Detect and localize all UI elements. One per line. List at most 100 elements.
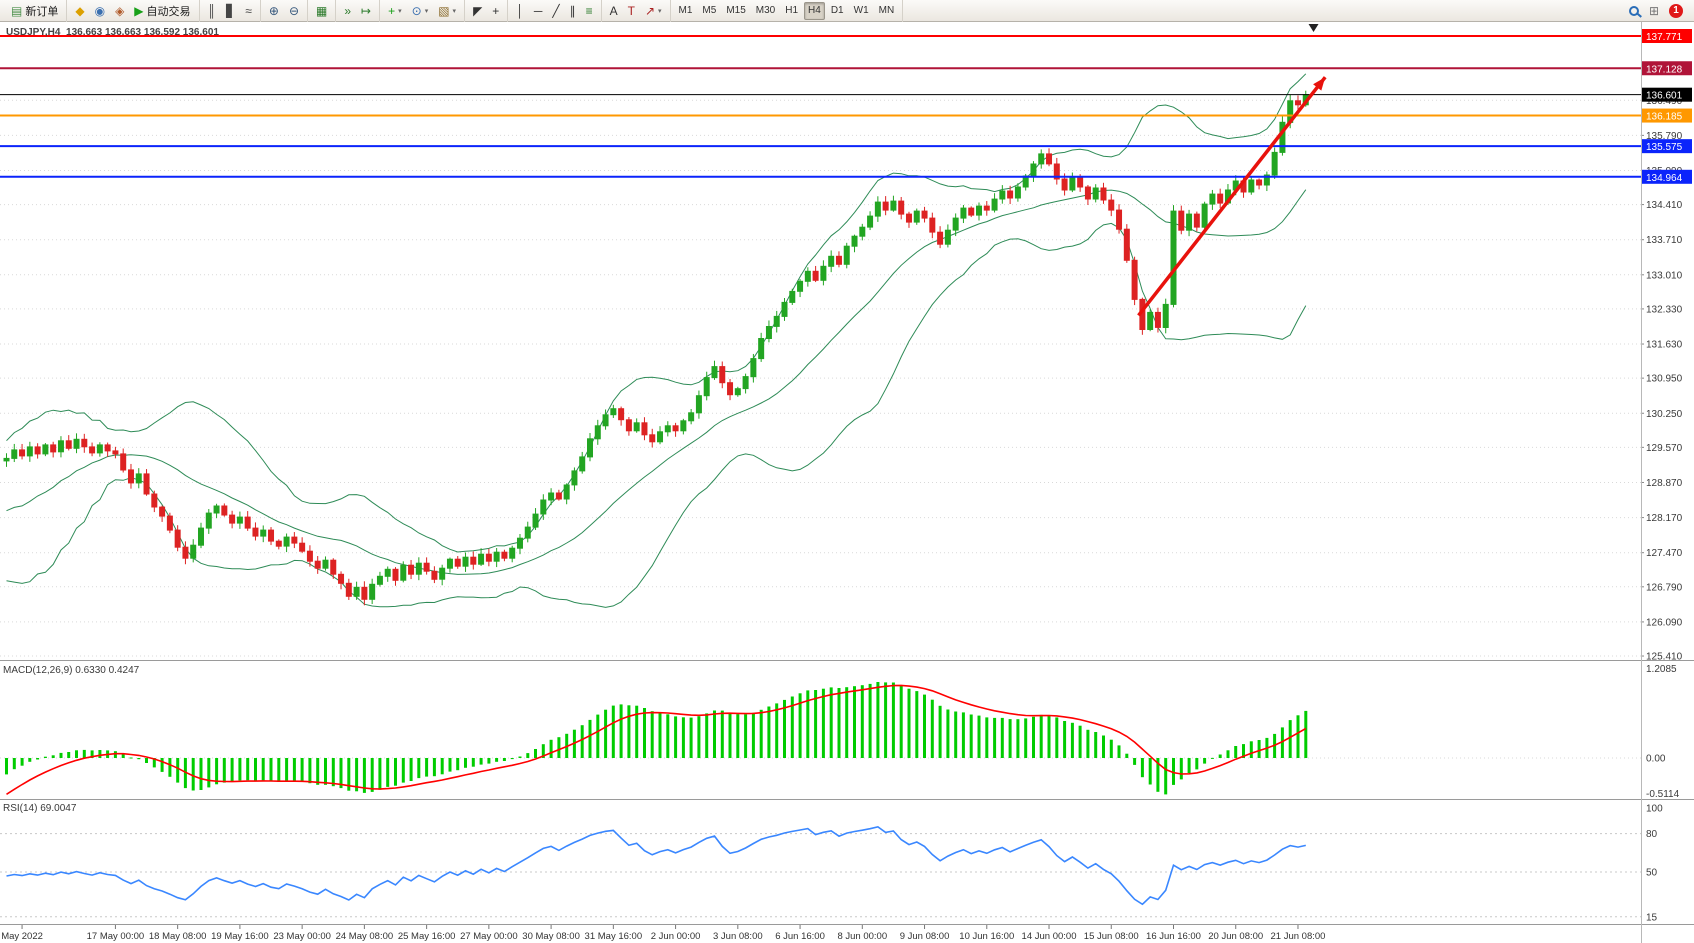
candle [1256,179,1263,186]
macd-histogram-bar [246,758,250,781]
macd-histogram-bar [1148,758,1152,785]
market-button[interactable]: ◈ [111,2,128,20]
macd-histogram-bar [1288,720,1292,758]
candle [524,526,531,539]
templates-button[interactable]: ▧ ▾ [434,2,460,20]
macd-histogram-bar [1047,715,1051,758]
price-axis-label: 129.570 [1646,443,1683,454]
auto-scroll-button[interactable]: » [340,2,355,20]
macd-histogram-bar [456,758,460,771]
tf-mn-button[interactable]: MN [875,2,899,20]
macd-histogram-bar [969,714,973,758]
candle [1271,151,1278,176]
crosshair-button[interactable]: + [488,2,503,20]
macd-histogram-bar [518,756,522,758]
macd-histogram-bar [160,758,164,772]
search-button[interactable] [1625,2,1643,20]
indicators-button[interactable]: + ▾ [384,2,406,20]
macd-histogram-bar [230,758,234,782]
candle [446,558,453,569]
autotrading-button[interactable]: ▶ 自动交易 [130,2,194,20]
price-hline-label: 137.771 [1646,32,1683,43]
candle [1154,311,1161,328]
trendline-button[interactable]: ╱ [548,2,563,20]
tf-m1-button[interactable]: M1 [675,2,697,20]
candlestick-chart-button[interactable]: ▋ [222,2,239,20]
candle [104,444,111,452]
macd-histogram-bar [378,758,382,790]
candle [1162,303,1169,328]
candle [633,422,640,432]
notifications-button[interactable]: 1 [1665,2,1687,20]
apps-grid-icon: ⊞ [1648,3,1659,18]
cursor-button[interactable]: ◤ [469,2,486,20]
tf-h1-button[interactable]: H1 [781,2,802,20]
chart-shift-button[interactable]: ↦ [357,2,375,20]
indicators-icon: + [388,3,396,18]
templates-icon: ▧ [438,3,450,18]
macd-histogram-bar [254,758,257,781]
macd-histogram-bar [1156,758,1160,792]
community-button[interactable]: ◉ [91,2,109,20]
tf-h4-button[interactable]: H4 [804,1,825,20]
candle [1201,203,1208,228]
macd-histogram-bar [1218,754,1222,758]
periods-button[interactable]: ⊙ ▾ [408,2,433,20]
zoom-out-button[interactable]: ⊖ [285,2,303,20]
time-axis-label: 6 Jun 16:00 [775,931,825,942]
toolbar-group-zoom: ⊕ ⊖ [261,0,308,22]
candle [960,207,967,219]
price-axis-label: 126.790 [1646,582,1683,593]
text-button[interactable]: A [606,2,622,20]
macd-histogram-bar [28,758,32,762]
channel-button[interactable]: ∥ [566,2,580,20]
price-axis-label: 135.790 [1646,131,1683,142]
macd-histogram-bar [1109,739,1113,758]
line-chart-button[interactable]: ≈ [241,2,256,20]
fibonacci-button[interactable]: ≡ [582,2,597,20]
arrows-button[interactable]: ↗ ▾ [641,2,666,20]
bar-chart-button[interactable]: ║ [204,2,221,20]
time-axis-label: 16 Jun 16:00 [1146,931,1201,942]
metaeditor-button[interactable]: ◆ [71,2,88,20]
macd-histogram-bar [899,685,903,758]
candle [952,217,959,231]
macd-histogram-bar [316,758,320,785]
time-axis-label: 3 Jun 08:00 [713,931,763,942]
macd-indicator-label: MACD(12,26,9) 0.6330 0.4247 [3,665,140,676]
vertical-line-button[interactable]: │ [512,2,528,20]
label-icon: T [627,3,635,18]
candle [174,529,181,548]
tf-w1-button[interactable]: W1 [850,2,873,20]
candle [843,245,850,265]
label-button[interactable]: T [624,2,639,20]
apps-grid-button[interactable]: ⊞ [1645,2,1663,20]
candle [711,366,718,379]
toolbar-group-timeframes: M1 M5 M15 M30 H1 H4 D1 W1 MN [671,0,904,22]
candle [540,499,547,515]
horizontal-line-button[interactable]: ─ [530,2,547,20]
candle [1061,178,1068,191]
candle [1007,190,1014,199]
macd-histogram-bar [82,749,86,758]
candle [1186,213,1193,231]
tf-m30-button[interactable]: M30 [752,2,779,20]
new-order-button[interactable]: ▤ 新订单 [7,2,62,20]
candle [415,562,422,575]
price-axis-label: 134.410 [1646,200,1683,211]
tf-m15-button[interactable]: M15 [722,2,749,20]
candle [501,551,508,559]
macd-histogram-bar [806,690,810,758]
candle [1217,193,1224,204]
macd-histogram-bar [1195,758,1199,770]
macd-histogram-bar [67,752,71,758]
macd-histogram-bar [90,750,94,758]
macd-histogram-bar [471,758,475,767]
candle [820,265,827,281]
tf-m5-button[interactable]: M5 [698,2,720,20]
zoom-in-button[interactable]: ⊕ [265,2,283,20]
tile-windows-button[interactable]: ▦ [312,2,331,20]
tf-d1-button[interactable]: D1 [827,2,848,20]
candle [874,201,881,217]
